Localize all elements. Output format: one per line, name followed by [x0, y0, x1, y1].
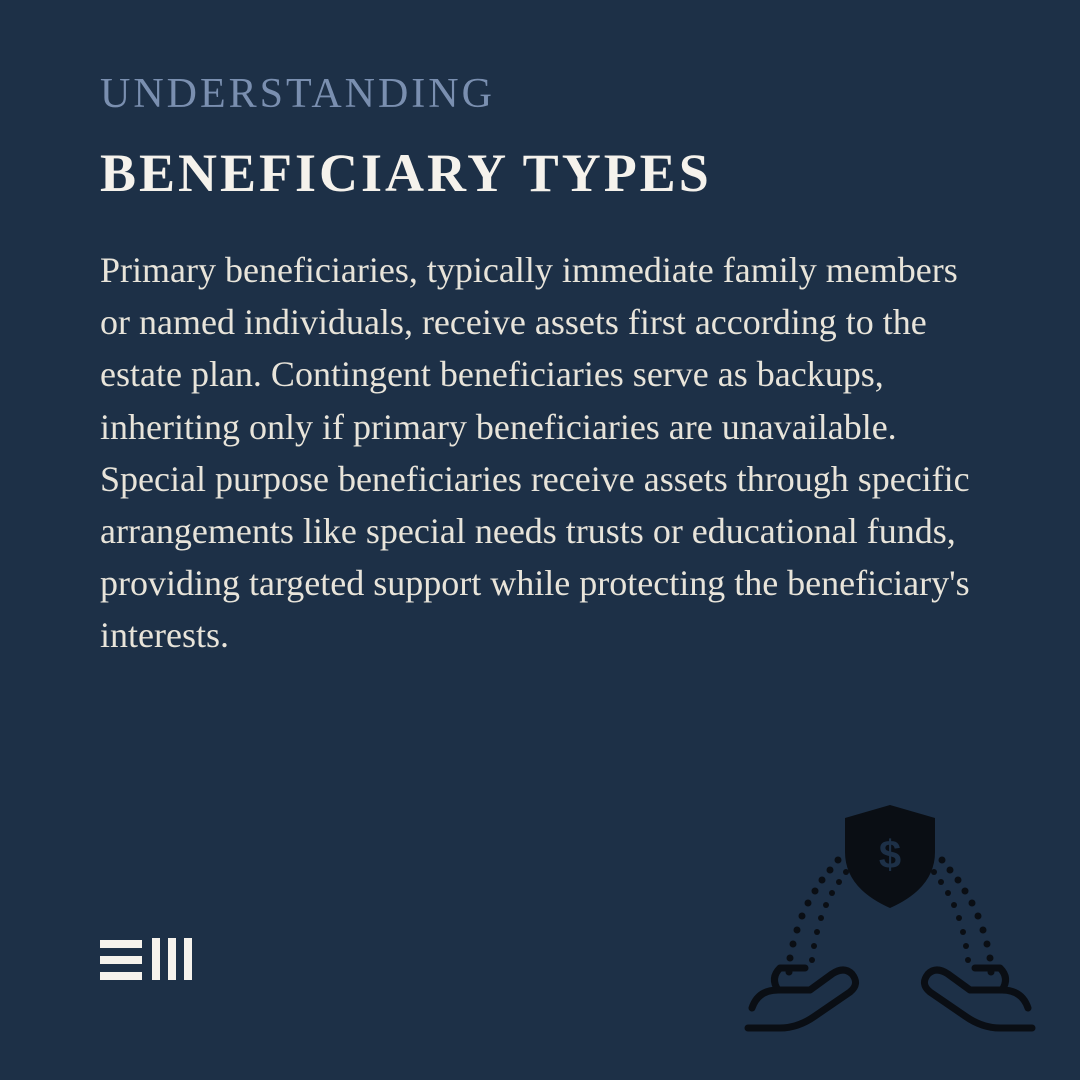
svg-text:$: $	[879, 833, 901, 877]
shield-dollar-icon: $	[845, 805, 935, 908]
dotted-arc-left-icon	[786, 857, 850, 976]
main-title: BENEFICIARY TYPES	[100, 142, 980, 204]
hand-left-icon	[748, 968, 856, 1028]
eyebrow-heading: UNDERSTANDING	[100, 70, 980, 118]
dotted-arc-right-icon	[931, 857, 995, 976]
body-paragraph: Primary beneficiaries, typically immedia…	[100, 244, 980, 662]
logo-vertical-bars	[152, 938, 192, 980]
logo-horizontal-bars	[100, 940, 142, 980]
brand-logo-icon	[100, 938, 192, 980]
content-container: UNDERSTANDING BENEFICIARY TYPES Primary …	[0, 0, 1080, 662]
money-protection-hands-icon: $	[740, 790, 1040, 1050]
hand-right-icon	[924, 968, 1032, 1028]
